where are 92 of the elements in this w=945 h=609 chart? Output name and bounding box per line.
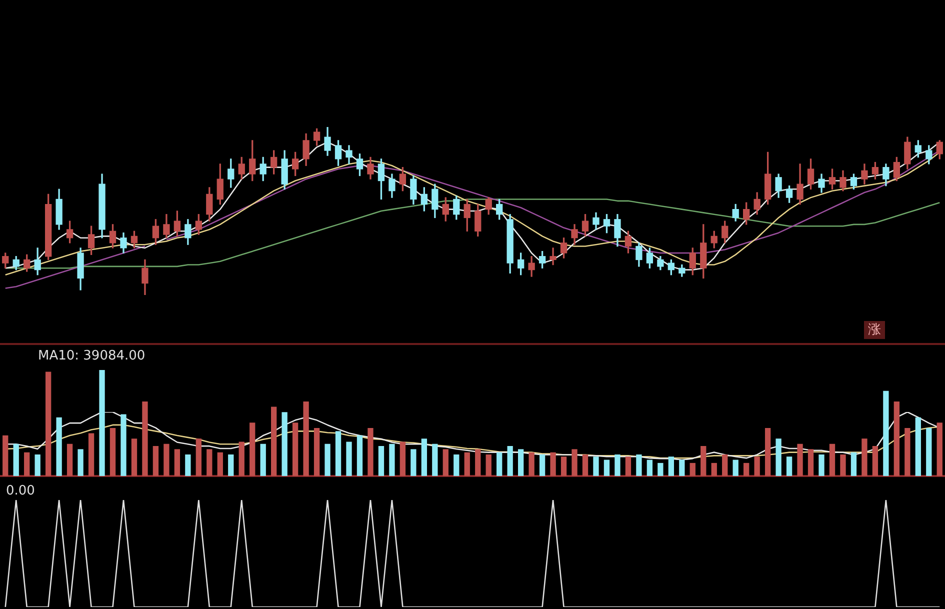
bar — [582, 454, 588, 476]
bar — [78, 449, 84, 476]
bar — [2, 435, 8, 476]
bar — [464, 452, 470, 476]
bar — [56, 417, 62, 476]
bar — [840, 454, 846, 476]
bar — [174, 449, 180, 476]
bar — [34, 454, 40, 476]
bar — [45, 372, 52, 476]
bar — [936, 422, 942, 476]
bar — [486, 454, 492, 476]
text: 涨 — [868, 322, 881, 338]
bar — [432, 444, 438, 476]
bar — [744, 462, 750, 476]
bar — [850, 452, 857, 476]
bar — [410, 449, 416, 476]
bar — [303, 401, 309, 476]
bar — [764, 428, 771, 476]
bar — [206, 449, 212, 476]
bar — [518, 449, 524, 476]
bar — [152, 446, 159, 476]
bar — [668, 456, 674, 476]
bar — [904, 428, 910, 476]
bar — [926, 428, 932, 476]
bar — [142, 401, 148, 476]
bar — [442, 449, 448, 476]
bar — [496, 452, 502, 476]
bar — [776, 438, 782, 476]
bar — [282, 412, 288, 476]
bar — [238, 442, 244, 476]
bar — [88, 433, 94, 476]
bar — [818, 454, 824, 476]
bar — [110, 428, 116, 476]
bar — [808, 449, 814, 476]
bar — [335, 431, 342, 476]
bar — [732, 460, 738, 476]
bar — [400, 442, 406, 476]
bar — [131, 438, 138, 476]
bar — [646, 460, 653, 476]
bar — [797, 444, 803, 476]
bar — [604, 460, 610, 476]
bar — [614, 454, 620, 476]
bar — [754, 456, 760, 476]
bar — [250, 422, 256, 476]
bar — [722, 454, 728, 476]
bar — [528, 452, 534, 476]
bar — [454, 454, 460, 476]
bar — [164, 444, 170, 476]
bar — [550, 452, 556, 476]
bar — [260, 444, 266, 476]
bar — [700, 446, 706, 476]
bar — [217, 452, 223, 476]
bar — [475, 449, 481, 476]
bar — [636, 454, 642, 476]
text: 0.00 — [6, 483, 35, 498]
bar — [560, 456, 567, 476]
bar — [314, 428, 320, 476]
bar — [786, 456, 792, 476]
bar — [271, 406, 277, 476]
bar — [679, 460, 685, 476]
bar — [196, 438, 202, 476]
text: MA10: 39084.00 — [38, 348, 146, 364]
candlestick — [550, 248, 556, 266]
bar — [690, 462, 696, 476]
bar — [507, 446, 513, 476]
bar — [13, 444, 19, 476]
bar — [862, 438, 868, 476]
bar — [378, 446, 384, 476]
bar — [658, 462, 664, 476]
bar — [625, 456, 632, 476]
bar — [539, 454, 546, 476]
bar — [120, 414, 126, 476]
bar — [894, 401, 900, 476]
bar — [572, 449, 578, 476]
bar — [66, 444, 73, 476]
bar — [389, 444, 395, 476]
bar — [872, 446, 878, 476]
bar — [915, 417, 921, 476]
bar — [711, 462, 717, 476]
bar — [421, 438, 428, 476]
bar — [346, 442, 352, 476]
bar — [99, 370, 105, 476]
bar — [368, 428, 374, 476]
bar — [829, 444, 836, 476]
bar — [324, 444, 330, 476]
bar — [883, 390, 889, 476]
bar — [185, 454, 191, 476]
bar — [356, 435, 363, 476]
bar — [228, 454, 234, 476]
bar — [24, 452, 30, 476]
bar — [593, 456, 599, 476]
bar — [292, 422, 298, 476]
